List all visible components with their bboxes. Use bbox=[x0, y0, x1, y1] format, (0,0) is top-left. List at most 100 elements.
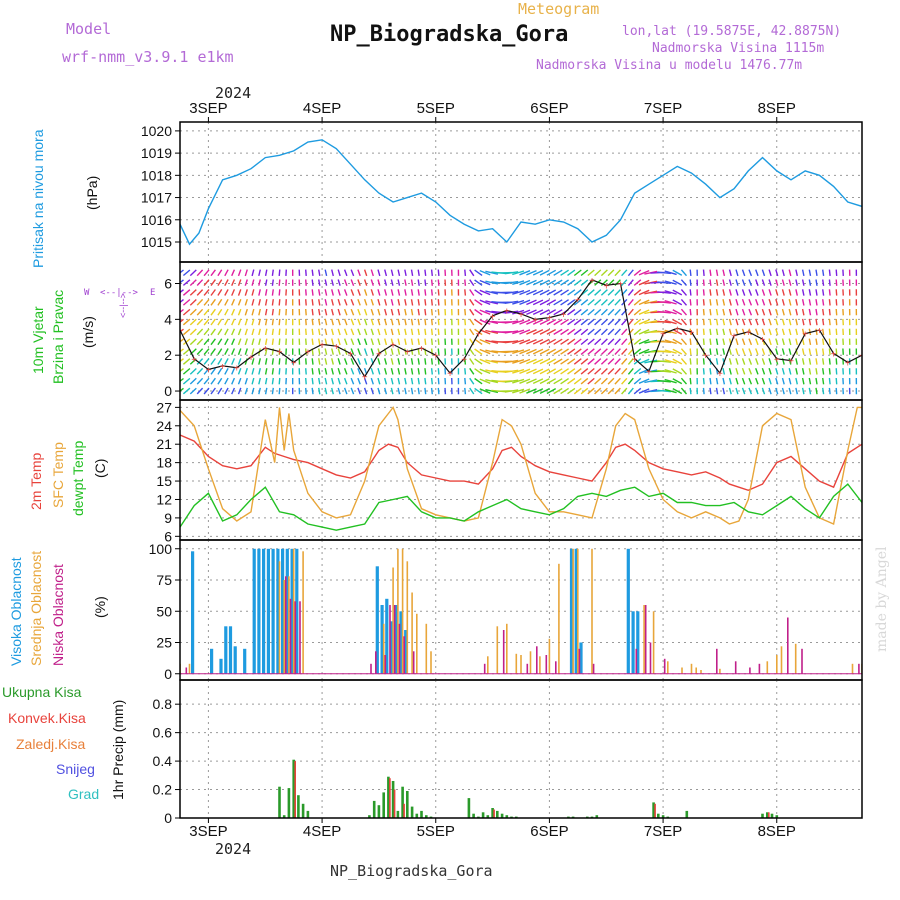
wind-vector bbox=[722, 279, 726, 286]
wind-vector bbox=[722, 338, 726, 346]
wind-vector bbox=[594, 387, 602, 395]
wind-vector bbox=[343, 289, 348, 296]
precip-total_precip-bar bbox=[486, 815, 490, 818]
wind-vector bbox=[627, 367, 634, 375]
cloud-mid_cloud-bar bbox=[392, 567, 394, 674]
wind-vector bbox=[722, 289, 726, 296]
wind-vector bbox=[768, 328, 772, 336]
cloud-high_cloud-bar bbox=[399, 611, 403, 674]
temperature-sfc-line bbox=[180, 405, 862, 525]
wind-gust-marker: + bbox=[404, 348, 410, 359]
temperature-temp2m-line bbox=[180, 434, 862, 492]
wind-vector bbox=[231, 348, 236, 355]
wind-vector bbox=[638, 299, 650, 306]
wind-gust-marker: + bbox=[177, 326, 183, 337]
wind-vector bbox=[664, 309, 677, 315]
wind-vector bbox=[305, 387, 307, 395]
temperature-ytick-label: 24 bbox=[156, 418, 172, 434]
wind-vector bbox=[196, 338, 204, 346]
wind-vector bbox=[573, 299, 582, 306]
wind-vector bbox=[621, 338, 628, 346]
wind-vector bbox=[196, 308, 204, 316]
cloud-ytick-label: 75 bbox=[156, 572, 172, 588]
wind-vector bbox=[664, 339, 677, 345]
wind-gust-marker: + bbox=[277, 348, 283, 359]
wind-vector bbox=[519, 388, 531, 394]
wind-vector bbox=[614, 298, 621, 306]
wind-vector bbox=[264, 299, 268, 306]
wind-vector bbox=[633, 338, 642, 346]
wind-vector bbox=[728, 358, 732, 365]
wind-vector bbox=[512, 359, 525, 364]
wind-vector bbox=[377, 308, 381, 316]
wind-vector bbox=[755, 328, 759, 336]
wind-vector bbox=[539, 358, 550, 365]
wind-vector bbox=[657, 340, 671, 344]
lonlat-label: lon,lat (19.5875E, 42.8875N) bbox=[622, 24, 842, 39]
wind-vector bbox=[801, 299, 805, 306]
wind-vector bbox=[621, 269, 628, 277]
wind-vector bbox=[244, 318, 248, 326]
wind-vector bbox=[755, 279, 759, 286]
wind-vector bbox=[573, 338, 582, 346]
wind-vector bbox=[519, 339, 531, 345]
wind-vector bbox=[318, 358, 321, 365]
wind-vector bbox=[464, 299, 467, 306]
cloud-high_cloud-bar bbox=[295, 548, 299, 674]
wind-vector bbox=[633, 308, 642, 316]
wind-vector bbox=[835, 377, 838, 385]
wind-vector bbox=[318, 289, 321, 296]
wind-vector bbox=[264, 368, 268, 375]
wind-vector bbox=[600, 328, 608, 336]
wind-vector bbox=[203, 298, 210, 306]
wind-vector bbox=[741, 348, 746, 355]
wind-vector bbox=[203, 338, 210, 346]
wind-vector bbox=[657, 350, 671, 353]
wind-gust-marker: + bbox=[532, 315, 538, 326]
wind-vector bbox=[519, 270, 531, 276]
wind-vector bbox=[464, 269, 467, 276]
wind-vector bbox=[580, 377, 589, 385]
wind-vector bbox=[404, 308, 407, 316]
wind-vector bbox=[748, 367, 753, 375]
cloud-high_cloud-bar bbox=[233, 646, 237, 674]
cloud-high_cloud-bar bbox=[285, 548, 289, 674]
wind-vector bbox=[430, 387, 433, 395]
wind-vector bbox=[231, 308, 236, 316]
wind-vector bbox=[532, 309, 544, 316]
cloud-low_cloud-bar bbox=[787, 617, 789, 674]
wind-vector bbox=[251, 269, 255, 277]
cloud-high_cloud-bar bbox=[252, 548, 256, 674]
wind-vector bbox=[532, 269, 544, 276]
wind-vector bbox=[580, 368, 589, 375]
wind-vector bbox=[822, 308, 825, 316]
wind-vector bbox=[781, 269, 785, 277]
cloud-high_cloud-bar bbox=[574, 548, 578, 674]
wind-vector bbox=[182, 377, 191, 385]
wind-vector bbox=[437, 318, 440, 326]
wind-vector bbox=[474, 387, 483, 395]
wind-vector bbox=[410, 377, 414, 385]
wind-gust-marker: + bbox=[745, 328, 751, 339]
wind-vector bbox=[728, 308, 732, 316]
year-label-top: 2024 bbox=[215, 84, 252, 102]
wind-vector bbox=[318, 308, 321, 316]
wind-vector bbox=[331, 289, 334, 296]
cloud-low_cloud-bar bbox=[635, 648, 638, 674]
wind-vector bbox=[311, 387, 314, 395]
pressure-panel: 1015 1016 1017 1018 1019 1020 bbox=[141, 121, 863, 263]
precip-total_precip-bar bbox=[505, 815, 509, 818]
wind-vector bbox=[237, 279, 242, 286]
wind-vector bbox=[469, 377, 475, 385]
wind-gust-marker: + bbox=[802, 330, 808, 341]
wind-vector bbox=[305, 377, 307, 385]
wind-vector bbox=[715, 377, 719, 385]
wind-vector bbox=[437, 338, 440, 345]
wind-vector bbox=[808, 348, 812, 355]
wind-vector bbox=[350, 269, 355, 277]
cloud-mid_cloud-bar bbox=[397, 548, 399, 674]
wind-vector bbox=[337, 348, 341, 355]
wind-vector bbox=[430, 368, 433, 375]
wind-vector bbox=[748, 289, 753, 296]
wind-vector bbox=[318, 377, 321, 385]
